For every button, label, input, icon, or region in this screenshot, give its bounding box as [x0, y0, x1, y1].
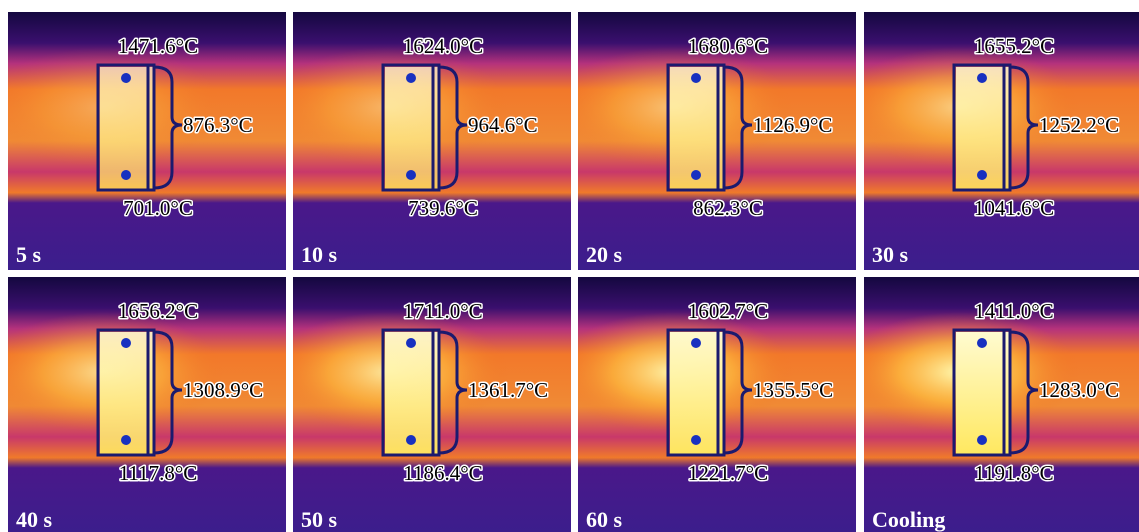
bottom-temp: 1191.8°C: [974, 461, 1053, 485]
time-label: Cooling: [872, 507, 945, 532]
thermal-panel: 1624.0°C 964.6°C 739.6°C 10 s: [268, 12, 571, 270]
dot-top: [406, 338, 416, 348]
dot-bottom: [121, 435, 131, 445]
dot-top: [691, 338, 701, 348]
side-temp: 1361.7°C: [468, 378, 548, 402]
thermal-panel: 1655.2°C 1252.2°C 1041.6°C 30 s: [839, 12, 1139, 270]
side-temp: 1252.2°C: [1039, 113, 1119, 137]
dot-top: [977, 73, 987, 83]
top-temp: 1602.7°C: [688, 299, 768, 323]
dot-top: [691, 73, 701, 83]
dot-bottom: [691, 435, 701, 445]
time-label: 50 s: [301, 507, 338, 532]
top-temp: 1411.0°C: [974, 299, 1053, 323]
thermal-panel: 1656.2°C 1308.9°C 1117.8°C 40 s: [0, 277, 286, 532]
time-label: 30 s: [872, 242, 909, 267]
side-temp: 1355.5°C: [753, 378, 833, 402]
dot-bottom: [977, 170, 987, 180]
top-temp: 1655.2°C: [974, 34, 1054, 58]
thermal-panel: 1711.0°C 1361.7°C 1186.4°C 50 s: [268, 277, 571, 532]
top-temp: 1656.2°C: [118, 299, 198, 323]
side-temp: 876.3°C: [183, 113, 253, 137]
time-label: 5 s: [16, 242, 42, 267]
dot-top: [121, 338, 131, 348]
thermal-panel: 1411.0°C 1283.0°C 1191.8°C Cooling: [839, 277, 1139, 532]
side-temp: 1126.9°C: [753, 113, 832, 137]
time-label: 20 s: [586, 242, 623, 267]
figure: 1471.6°C 876.3°C 701.0°C 5 s 1624.0°C 964.6°C…: [0, 0, 1139, 532]
thermal-panel: 1471.6°C 876.3°C 701.0°C 5 s: [0, 12, 286, 270]
top-temp: 1711.0°C: [403, 299, 482, 323]
bottom-temp: 862.3°C: [693, 196, 763, 220]
side-temp: 1283.0°C: [1039, 378, 1119, 402]
side-temp: 964.6°C: [468, 113, 538, 137]
dot-bottom: [406, 170, 416, 180]
dot-bottom: [121, 170, 131, 180]
bottom-temp: 1186.4°C: [403, 461, 482, 485]
dot-top: [121, 73, 131, 83]
top-temp: 1624.0°C: [403, 34, 483, 58]
time-label: 10 s: [301, 242, 338, 267]
dot-bottom: [406, 435, 416, 445]
bottom-temp: 739.6°C: [408, 196, 478, 220]
thermal-panel: 1680.6°C 1126.9°C 862.3°C 20 s: [553, 12, 856, 270]
top-temp: 1471.6°C: [118, 34, 198, 58]
bottom-temp: 1221.7°C: [688, 461, 768, 485]
bottom-temp: 1041.6°C: [974, 196, 1054, 220]
time-label: 40 s: [16, 507, 53, 532]
side-temp: 1308.9°C: [183, 378, 263, 402]
dot-bottom: [977, 435, 987, 445]
dot-top: [406, 73, 416, 83]
thermal-panel: 1602.7°C 1355.5°C 1221.7°C 60 s: [553, 277, 856, 532]
dot-top: [977, 338, 987, 348]
bottom-temp: 701.0°C: [123, 196, 193, 220]
time-label: 60 s: [586, 507, 623, 532]
dot-bottom: [691, 170, 701, 180]
top-temp: 1680.6°C: [688, 34, 768, 58]
bottom-temp: 1117.8°C: [119, 461, 198, 485]
